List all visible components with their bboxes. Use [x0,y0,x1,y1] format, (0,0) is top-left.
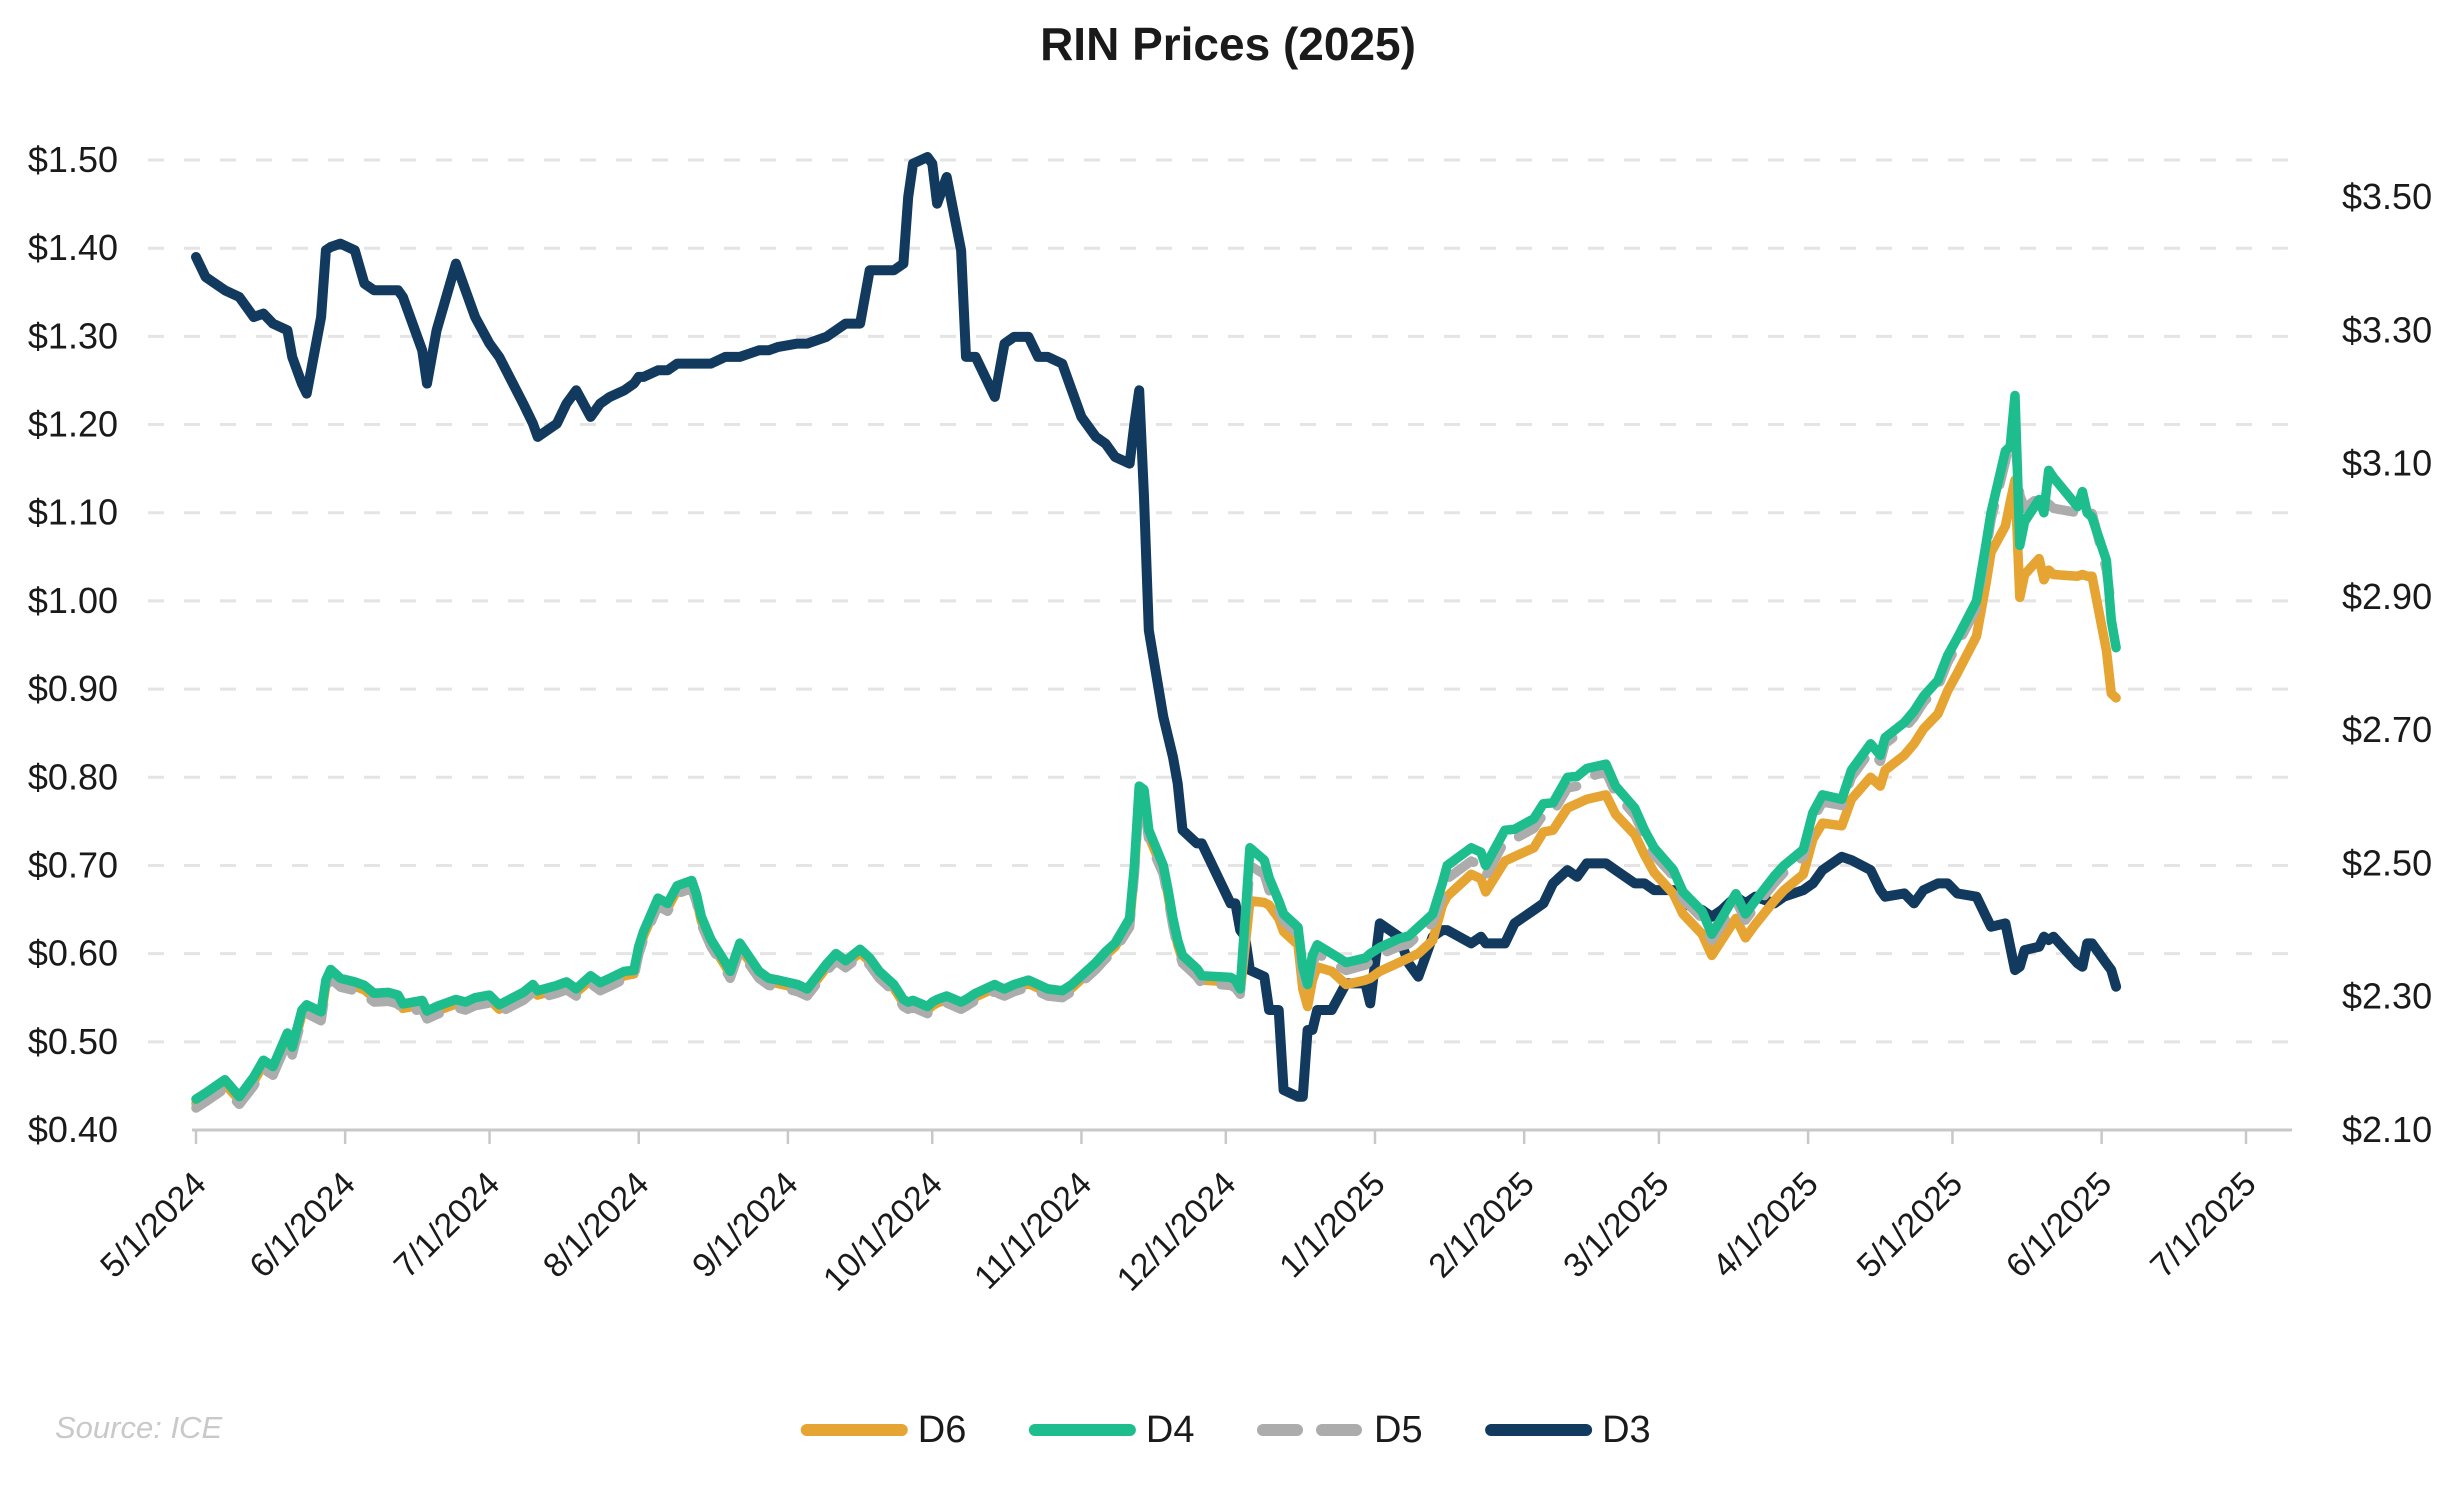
legend-label: D3 [1602,1409,1651,1451]
series-line-d3 [191,152,2122,1102]
y-left-tick-label: $0.50 [28,1021,118,1062]
x-axis-label: 5/1/2024 [93,1165,213,1285]
y-left-tick-label: $1.30 [28,315,118,356]
x-axis-label: 3/1/2025 [1556,1165,1676,1285]
x-axis-label: 5/1/2025 [1850,1165,1970,1285]
legend-item-d5: D5 [1257,1409,1423,1451]
y-left-tick-label: $0.90 [28,668,118,709]
legend-item-d6: D6 [800,1409,967,1451]
x-axis-label: 1/1/2025 [1272,1165,1392,1285]
legend: D6 D4 D5 D3 [800,1409,1651,1451]
y-left-tick-label: $1.10 [28,492,118,533]
x-axis: 5/1/2024 6/1/2024 7/1/2024 8/1/2024 9/1/2024… [93,1128,2292,1299]
y-right-tick-label: $2.90 [2342,576,2432,617]
y-axis-left: $0.40 $0.50 $0.60 $0.70 $0.80 $0.90 $1.00 $1.10… [28,139,118,1150]
series-line-d5 [191,433,2121,1113]
y-right-tick-label: $2.50 [2342,842,2432,883]
y-right-tick-label: $3.30 [2342,309,2432,350]
y-right-tick-label: $2.10 [2342,1109,2432,1150]
x-axis-label: 6/1/2024 [242,1165,362,1285]
legend-label: D6 [918,1409,967,1451]
source-note: Source: ICE [55,1410,222,1445]
series-line-d4 [191,390,2121,1104]
chart-title: RIN Prices (2025) [1040,18,1416,70]
y-right-tick-label: $2.70 [2342,709,2432,750]
x-axis-label: 2/1/2025 [1421,1165,1541,1285]
y-left-tick-label: $0.60 [28,933,118,974]
gridlines [148,158,2308,1044]
legend-item-d4: D4 [1028,1409,1195,1451]
legend-label: D5 [1374,1409,1423,1451]
y-right-tick-label: $2.30 [2342,976,2432,1017]
x-axis-label: 4/1/2025 [1705,1165,1825,1285]
legend-item-d3: D3 [1485,1409,1651,1451]
legend-label: D4 [1146,1409,1195,1451]
x-axis-label: 12/1/2024 [1110,1165,1244,1299]
series-lines [191,152,2122,1113]
y-right-tick-label: $3.50 [2342,176,2432,217]
y-left-tick-label: $1.00 [28,580,118,621]
y-left-tick-label: $1.40 [28,227,118,268]
x-axis-label: 8/1/2024 [536,1165,656,1285]
y-left-tick-label: $0.40 [28,1109,118,1150]
y-right-tick-label: $3.10 [2342,443,2432,484]
x-axis-label: 11/1/2024 [967,1165,1099,1297]
x-axis-label: 9/1/2024 [685,1165,805,1285]
x-axis-label: 10/1/2024 [816,1165,950,1299]
y-left-tick-label: $0.70 [28,844,118,885]
y-left-tick-label: $1.50 [28,139,118,180]
y-axis-right: $2.10 $2.30 $2.50 $2.70 $2.90 $3.10 $3.30 $3.50 [2342,176,2432,1150]
x-axis-label: 6/1/2025 [1999,1165,2119,1285]
y-left-tick-label: $1.20 [28,404,118,445]
x-axis-label: 7/1/2025 [2143,1165,2263,1285]
x-axis-label: 7/1/2024 [387,1165,507,1285]
y-left-tick-label: $0.80 [28,756,118,797]
